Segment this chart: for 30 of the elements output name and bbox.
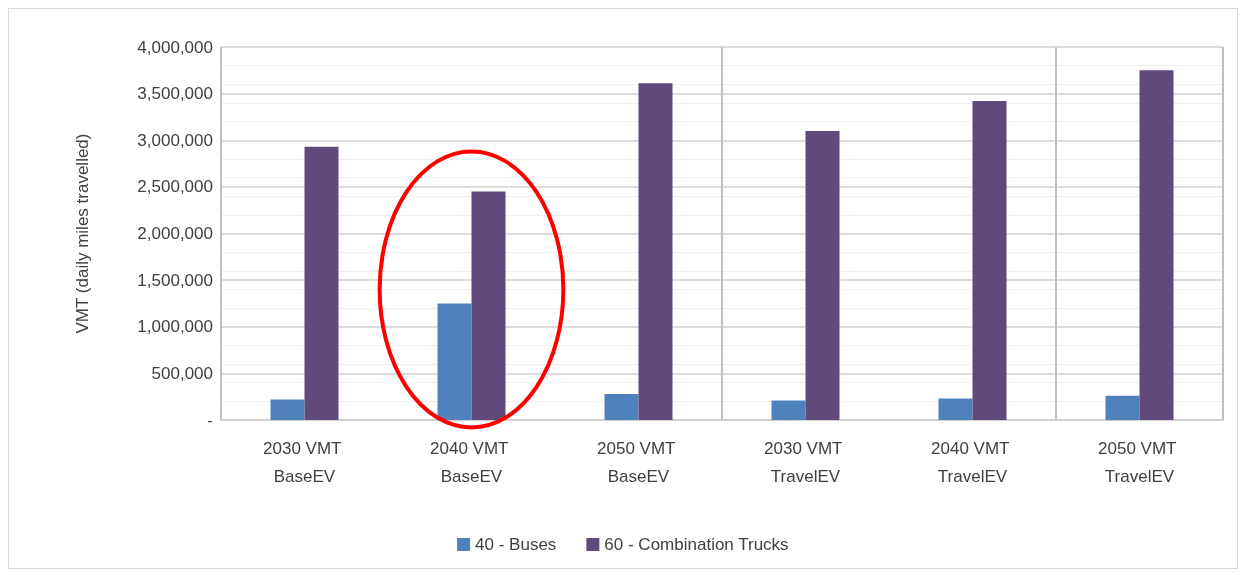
legend-label: 60 - Combination Trucks (604, 535, 789, 554)
y-tick-label: 3,000,000 (137, 130, 213, 150)
x-tick-label: 2050 VMT BaseEV (597, 438, 680, 486)
y-tick-label: - (207, 410, 213, 430)
bar (1105, 395, 1140, 420)
x-tick-label: 2050 VMT TravelEV (1098, 438, 1181, 486)
y-tick-label: 4,000,000 (137, 37, 213, 57)
bar (805, 130, 840, 420)
x-tick-label: 2040 VMT BaseEV (430, 438, 513, 486)
bar (437, 303, 472, 420)
y-tick-label: 2,500,000 (137, 177, 213, 197)
legend-label: 40 - Buses (475, 535, 557, 554)
y-tick-label: 3,500,000 (137, 84, 213, 104)
bar (270, 399, 305, 420)
bar (938, 398, 973, 420)
bar (604, 393, 639, 420)
bar (972, 101, 1007, 420)
bar (771, 400, 806, 420)
y-tick-label: 1,500,000 (137, 270, 213, 290)
bar (1139, 70, 1174, 420)
bar (638, 83, 673, 420)
y-tick-label: 2,000,000 (137, 224, 213, 243)
x-tick-label: 2030 VMT TravelEV (764, 438, 847, 486)
bar (304, 146, 339, 420)
y-tick-label: 500,000 (151, 363, 213, 383)
y-tick-label: 1,000,000 (137, 317, 213, 337)
x-tick-label: 2040 VMT TravelEV (931, 438, 1014, 486)
x-tick-label: 2030 VMT BaseEV (263, 438, 346, 486)
y-axis-title: VMT (daily miles travelled) (73, 133, 92, 334)
bar (471, 191, 506, 420)
